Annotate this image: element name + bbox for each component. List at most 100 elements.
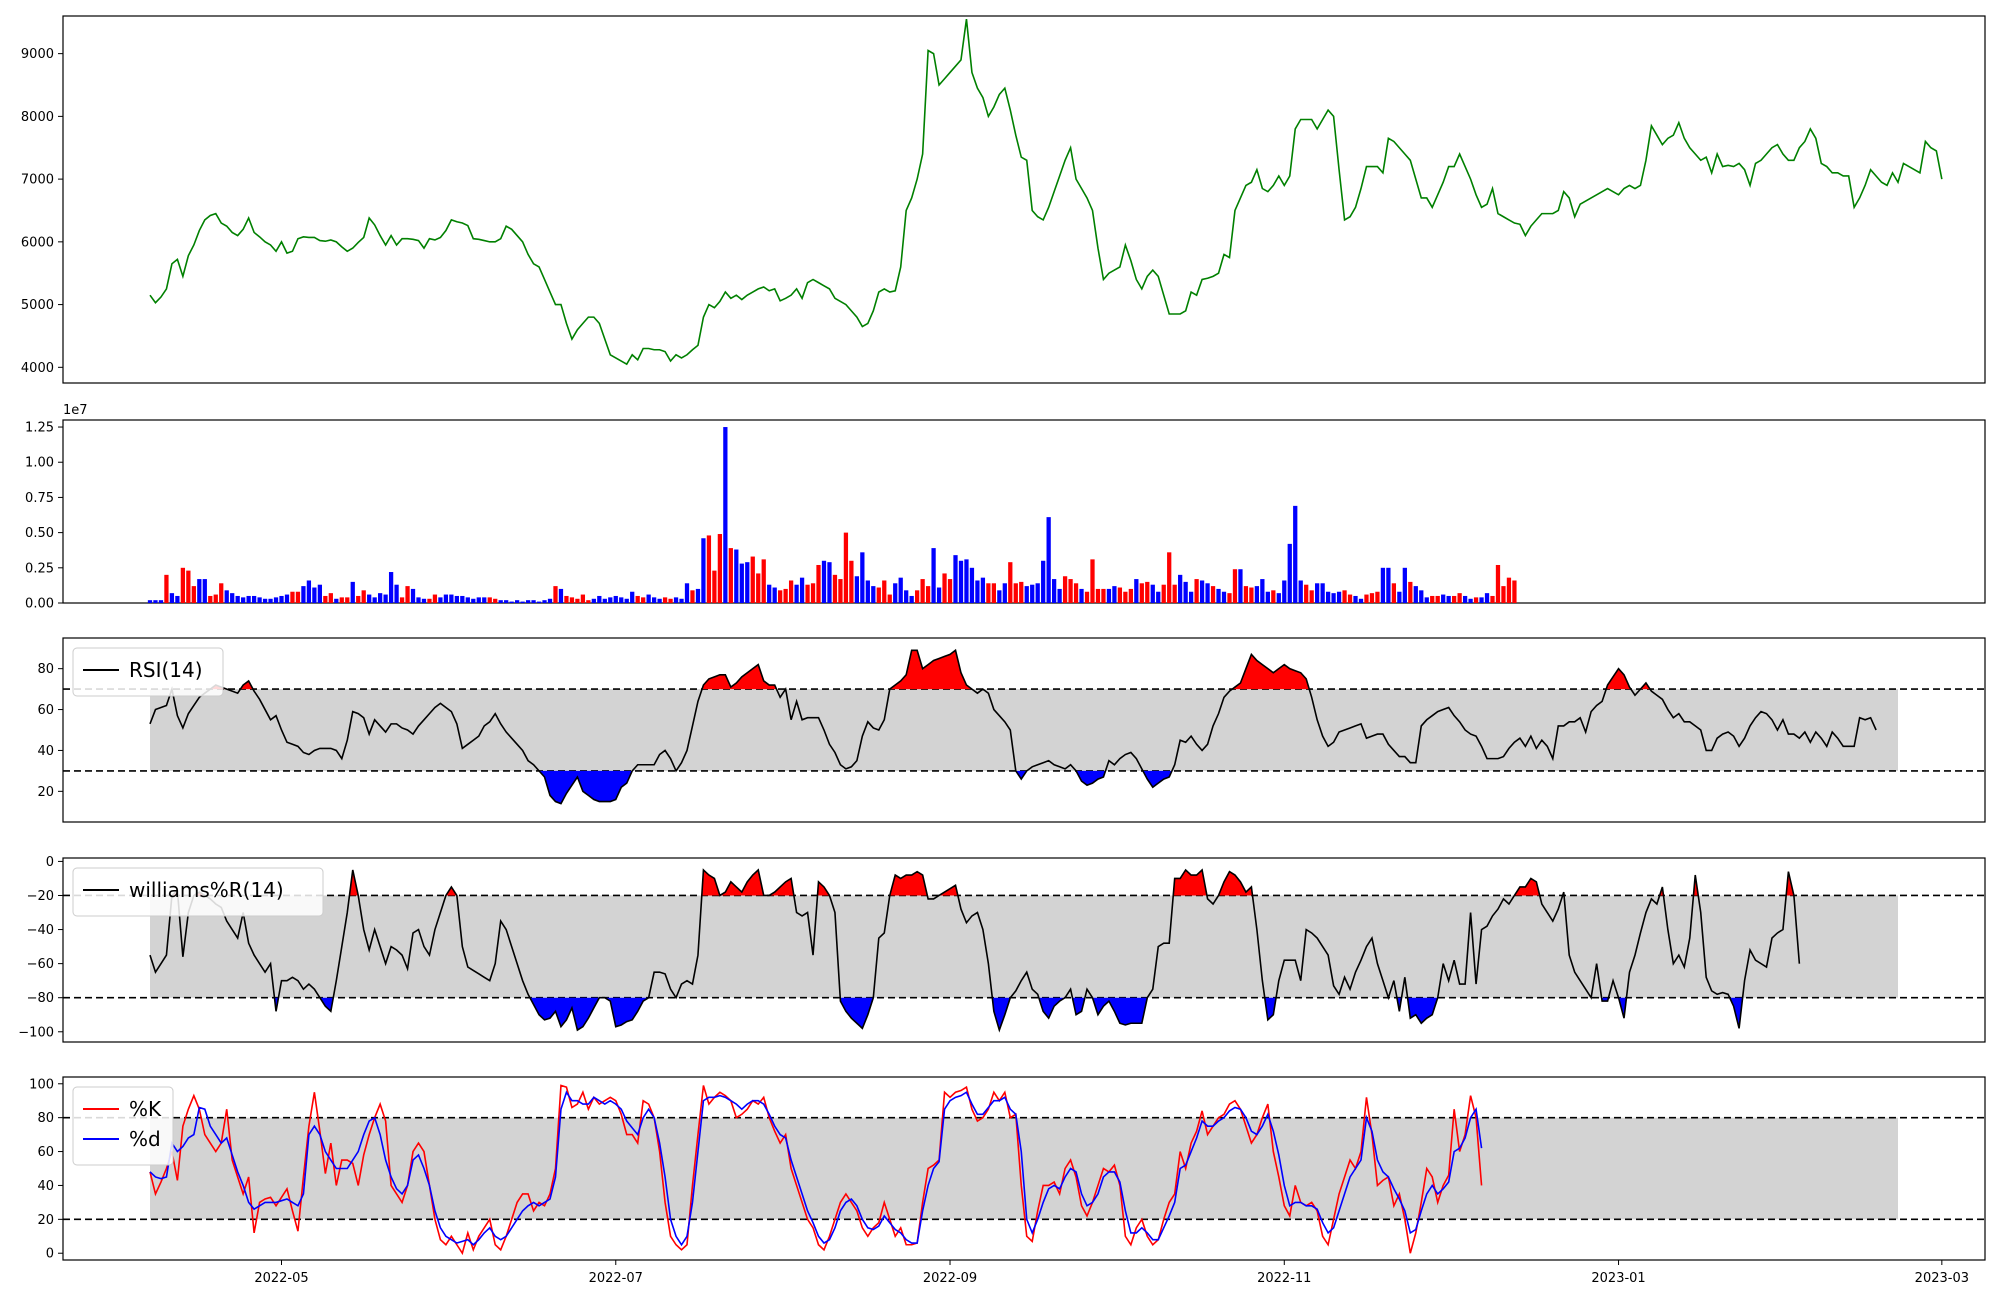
volume-ytick-label: 0.75 (25, 491, 54, 506)
volume-bar (947, 579, 953, 603)
volume-bar (1090, 559, 1095, 603)
volume-bar (865, 580, 870, 603)
price-panel: 4000 5000 6000 7000 8000 9000 (21, 15, 1986, 384)
volume-bar (1413, 586, 1418, 603)
williams-r-ytick-label: −100 (18, 1025, 54, 1040)
volume-bar (679, 598, 684, 603)
volume-bar (1178, 574, 1183, 603)
volume-bar (1249, 587, 1254, 603)
volume-bar (1331, 593, 1336, 603)
volume-bar (1024, 586, 1029, 603)
volume-bar (1353, 595, 1358, 603)
volume-bar (410, 588, 416, 603)
volume-bar (778, 590, 783, 603)
volume-bar (158, 600, 164, 603)
volume-bar (635, 595, 640, 603)
volume-bar (350, 581, 355, 603)
volume-bar (487, 597, 492, 603)
volume-bar (515, 600, 520, 603)
volume-bar (1506, 577, 1512, 603)
volume-bar (153, 600, 158, 603)
volume-bar (378, 593, 383, 603)
volume-bar (1364, 594, 1369, 603)
volume-bar (383, 594, 388, 603)
volume-bar (230, 593, 235, 603)
williams-r-ytick-label: −80 (27, 991, 54, 1006)
volume-bar (1501, 586, 1506, 603)
volume-bar (1402, 567, 1407, 603)
volume-bar (706, 535, 712, 603)
volume-bar (317, 584, 322, 603)
volume-bar (197, 579, 202, 603)
williams-r-frame (62, 857, 1986, 1043)
volume-bar (723, 427, 728, 603)
volume-ytick-label: 0.25 (25, 561, 54, 576)
volume-exponent-label: 1e7 (63, 403, 88, 418)
volume-bar (482, 597, 487, 603)
price-ytick-label: 5000 (21, 298, 54, 313)
volume-bar (339, 597, 344, 603)
volume-bar (843, 532, 849, 603)
volume-bar (1041, 560, 1046, 603)
rsi-band (150, 689, 1898, 771)
price-line (149, 19, 1943, 366)
volume-bar (580, 594, 586, 603)
volume-bar (1167, 552, 1172, 603)
rsi-legend (72, 647, 224, 697)
volume-bar (449, 594, 454, 603)
volume-bar (1194, 579, 1199, 603)
volume-bar (301, 586, 306, 603)
volume-bar (427, 598, 432, 603)
volume-bar (1052, 579, 1057, 603)
volume-bar (827, 562, 832, 603)
stoch-ytick-label: 0 (46, 1247, 54, 1262)
volume-bar (1073, 583, 1079, 603)
volume-bar (498, 600, 503, 603)
williams-r-legend (72, 867, 324, 917)
volume-bar (1254, 586, 1260, 603)
volume-bar (1457, 593, 1462, 603)
volume-bar (235, 595, 240, 603)
volume-bar (1008, 562, 1013, 603)
volume-bar (783, 588, 788, 603)
volume-bar (1408, 581, 1413, 603)
stoch-band (150, 1117, 1898, 1220)
volume-bar (882, 580, 887, 603)
volume-bar (1035, 583, 1040, 603)
volume-bar (1139, 583, 1144, 603)
williams-r-ytick-label: −20 (27, 889, 54, 904)
volume-bar (323, 595, 328, 603)
volume-bar (1430, 595, 1435, 603)
stoch-d-line (149, 1090, 1483, 1247)
volume-bar (361, 590, 366, 603)
volume-bar (1221, 591, 1227, 603)
volume-frame (62, 419, 1986, 604)
volume-bar (871, 586, 876, 603)
volume-bar (1216, 588, 1221, 603)
volume-bar (772, 587, 777, 603)
volume-bar (191, 586, 196, 603)
volume-bar (1106, 588, 1112, 603)
volume-bar (471, 598, 476, 603)
volume-bar (1243, 586, 1249, 603)
volume-bar (980, 577, 986, 603)
volume-bar (898, 577, 903, 603)
volume-bar (504, 600, 509, 603)
price-ytick-label: 8000 (21, 110, 54, 125)
rsi-panel: 20 40 60 80 RSI(14) (37, 637, 1986, 823)
volume-bar (887, 594, 892, 603)
williams-r-panel: −100 −80 −60 −40 −20 0 williams%R(14) (18, 855, 1986, 1043)
volume-bar (975, 580, 980, 603)
stoch-ytick-label: 60 (37, 1145, 54, 1160)
rsi-line (149, 648, 1877, 805)
price-ytick-label: 7000 (21, 173, 54, 188)
price-frame (62, 15, 1986, 384)
volume-bar (821, 560, 827, 603)
volume-bar (586, 600, 591, 603)
volume-bar (651, 597, 657, 603)
volume-bar (1084, 591, 1090, 603)
volume-bar (1347, 594, 1353, 603)
volume-bar (854, 576, 859, 603)
volume-bar (536, 601, 542, 603)
volume-bar (416, 597, 421, 603)
